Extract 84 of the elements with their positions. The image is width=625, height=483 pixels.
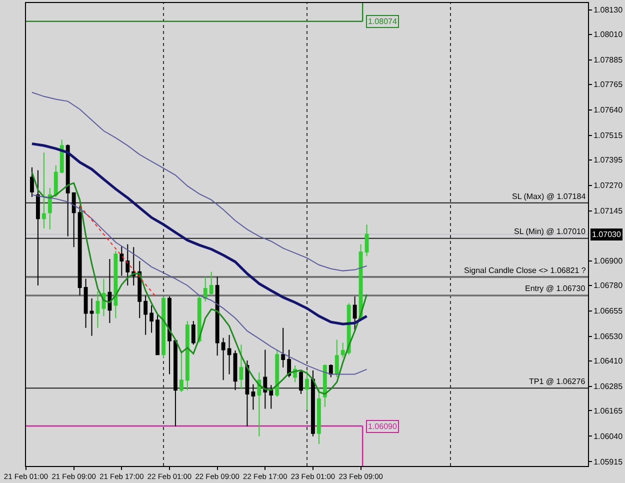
y-tick-label: 1.06655	[594, 306, 624, 316]
candlestick	[340, 342, 345, 358]
y-tick-label: 1.05915	[594, 458, 624, 467]
candlestick	[287, 349, 292, 378]
candlestick	[114, 250, 118, 319]
candlestick	[257, 372, 262, 437]
candlestick	[54, 164, 58, 198]
candlestick	[281, 327, 286, 368]
candlestick	[42, 152, 46, 229]
candlestick	[36, 170, 40, 286]
y-tick-label: 1.07145	[594, 206, 624, 216]
candlestick	[322, 364, 327, 408]
y-tick-label: 1.07515	[594, 131, 624, 140]
candlestick	[174, 339, 178, 427]
candlestick	[209, 271, 214, 296]
candlestick	[227, 334, 232, 375]
candlestick	[311, 370, 315, 437]
candlestick	[48, 188, 52, 230]
candlestick	[185, 320, 190, 391]
candlestick	[203, 276, 208, 302]
candlestick	[364, 224, 369, 257]
candlestick	[150, 304, 154, 334]
line-series	[31, 172, 368, 395]
ref-line-label: SL (Max) @ 1.07184	[512, 192, 586, 201]
candlestick	[179, 350, 184, 392]
candlestick	[138, 260, 142, 319]
candlestick	[108, 258, 112, 324]
candlestick	[60, 139, 64, 174]
ref-line-label: Signal Candle Close <> 1.06821 ?	[464, 266, 586, 275]
ref-line-label: 1.07030	[592, 230, 622, 239]
candlestick	[275, 349, 280, 398]
candlestick	[269, 384, 274, 410]
candlestick	[251, 384, 256, 410]
candlestick	[96, 290, 100, 328]
line-series	[30, 142, 368, 326]
y-tick-label: 1.06530	[594, 332, 624, 342]
y-tick-label: 1.08130	[594, 6, 624, 15]
candlestick	[126, 244, 130, 286]
candlestick	[84, 278, 88, 328]
y-tick-label: 1.07395	[594, 156, 624, 165]
candlestick	[352, 296, 357, 332]
candlestick	[358, 244, 363, 321]
candlestick	[221, 337, 226, 381]
candlestick	[162, 296, 166, 358]
ref-line-label: 1.06090	[368, 422, 398, 431]
line-series	[31, 92, 368, 272]
candlestick	[299, 370, 303, 394]
y-tick-label: 1.07640	[594, 106, 624, 115]
candlestick	[102, 278, 106, 317]
candlestick	[72, 192, 76, 248]
y-tick-label: 1.07885	[594, 56, 624, 65]
candlestick	[334, 339, 339, 378]
candlestick	[90, 298, 94, 336]
ref-line-label: Entry @ 1.06730	[525, 284, 586, 293]
ref-line-label: TP1 @ 1.06276	[529, 377, 586, 386]
candlestick	[245, 360, 250, 427]
candlestick	[191, 320, 196, 346]
candlestick	[144, 294, 148, 336]
candlestick	[30, 166, 34, 198]
candlestick	[156, 314, 160, 356]
y-tick-label: 1.07765	[594, 80, 624, 90]
y-tick-label: 1.06410	[594, 356, 624, 366]
candlestick	[328, 364, 333, 378]
y-tick-label: 1.06780	[594, 281, 624, 290]
y-tick-label: 1.07270	[594, 181, 624, 190]
candlestick	[120, 246, 124, 276]
candlestick	[233, 350, 238, 391]
ref-line-label: 1.08074	[368, 17, 398, 26]
ref-line-label: SL (Min) @ 1.07010	[514, 227, 586, 236]
y-tick-label: 1.06285	[594, 382, 624, 392]
candlestick	[168, 296, 172, 375]
y-tick-label: 1.06165	[594, 406, 624, 416]
candlestick	[263, 349, 268, 410]
candlestick	[215, 276, 220, 356]
candlestick	[78, 205, 82, 296]
y-tick-label: 1.08010	[594, 30, 624, 40]
candlestick	[66, 144, 70, 237]
candlestick	[197, 294, 202, 344]
candlestick	[316, 386, 321, 445]
y-tick-label: 1.06900	[594, 256, 624, 266]
line-series	[31, 194, 368, 375]
y-tick-label: 1.06040	[594, 432, 624, 442]
candlestick	[305, 370, 309, 410]
candlestick	[239, 344, 244, 390]
